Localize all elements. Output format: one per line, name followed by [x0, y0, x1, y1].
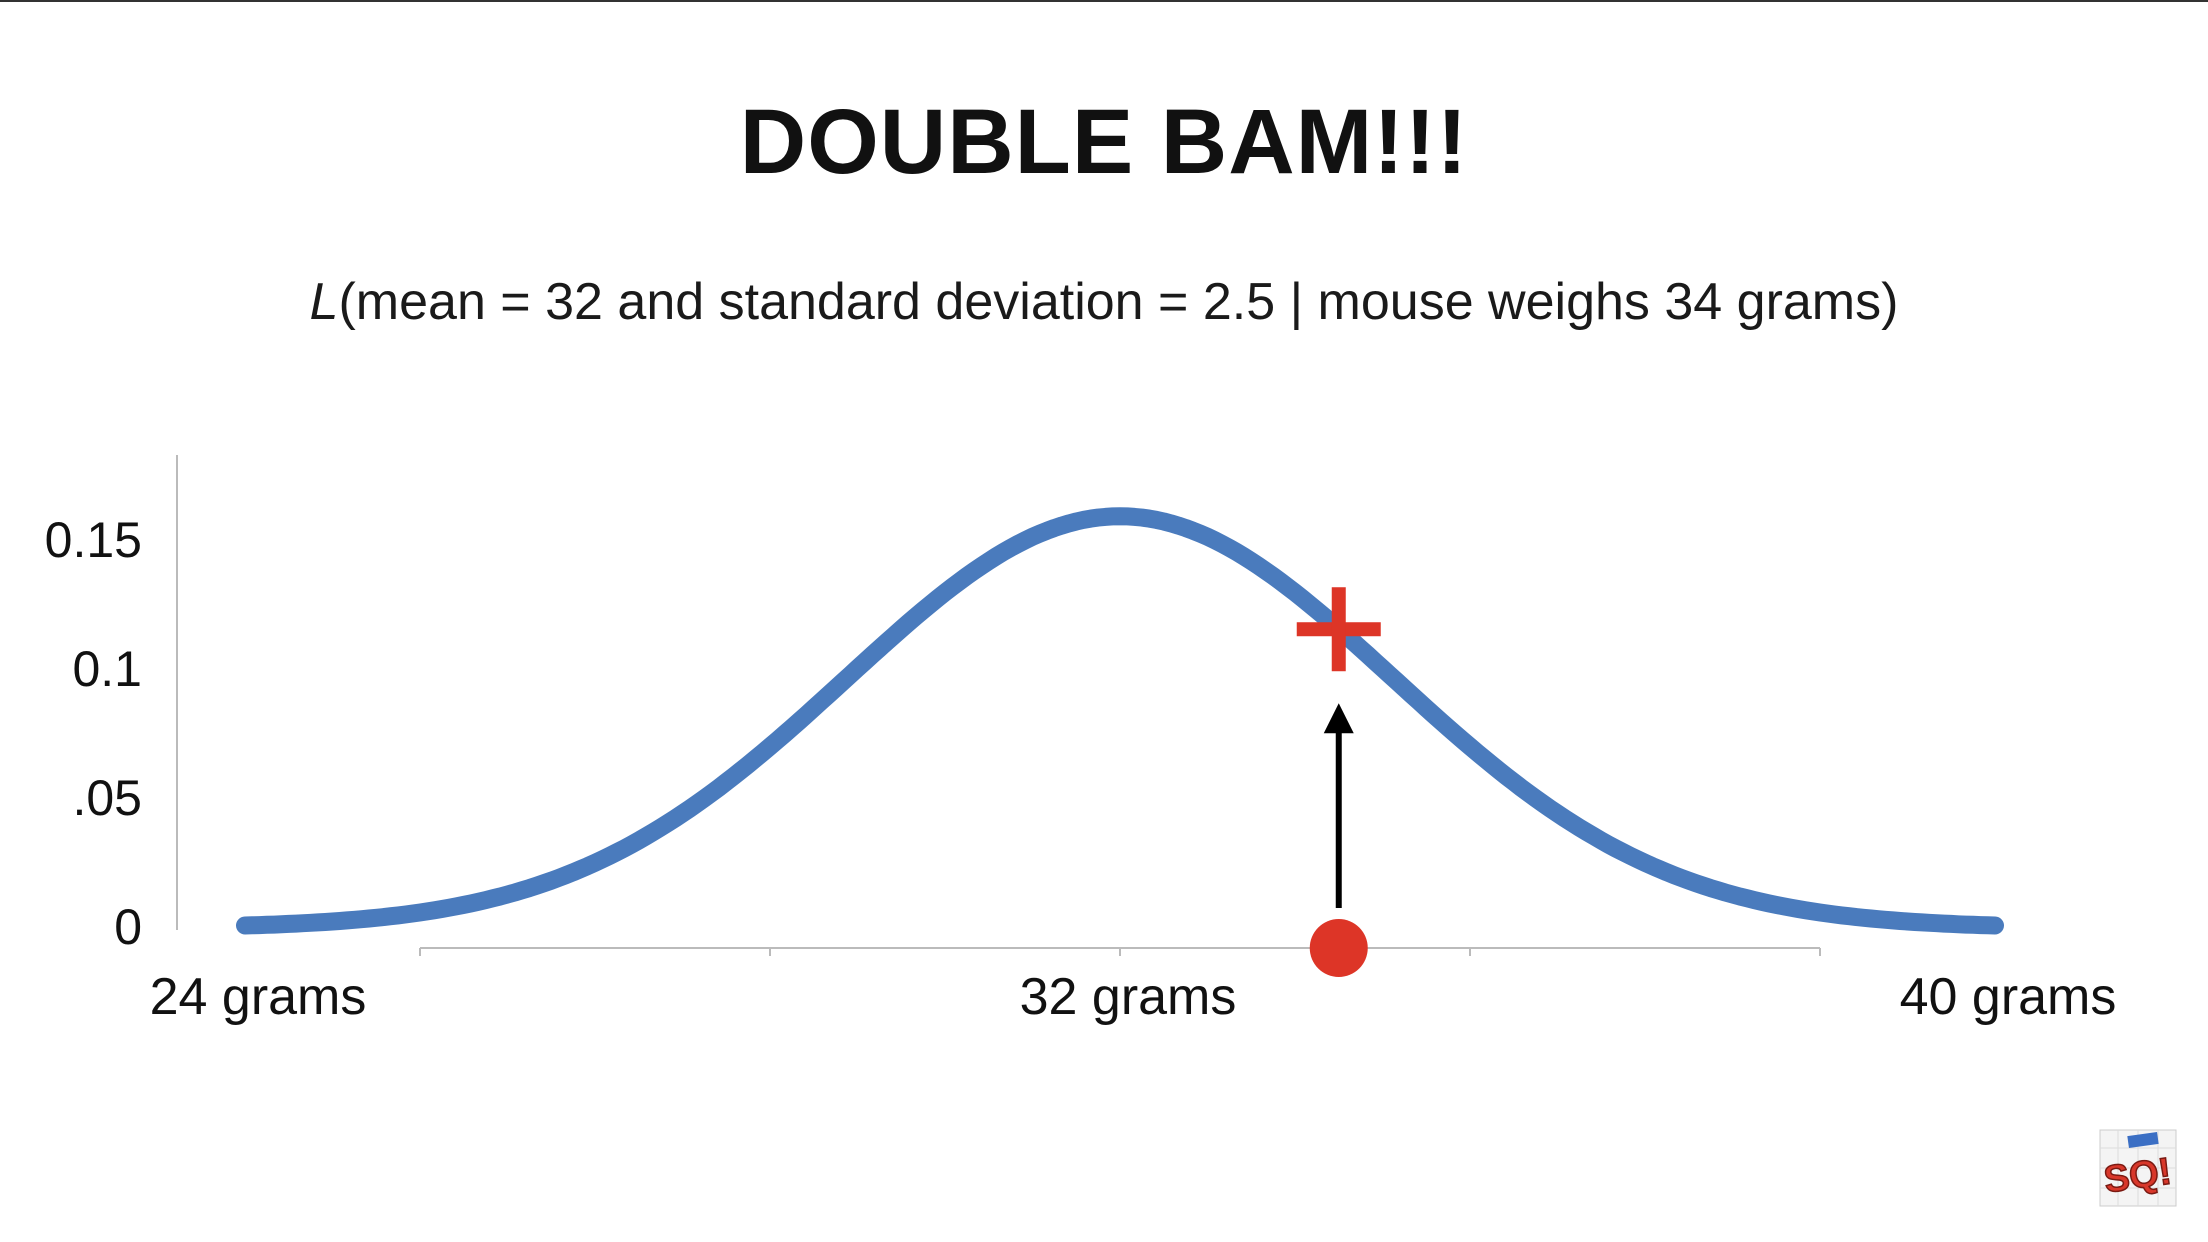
likelihood-expression: (mean = 32 and standard deviation = 2.5 … [338, 273, 1899, 331]
x-minor-ticks [419, 948, 1821, 956]
logo-text: SQ! [2101, 1151, 2174, 1202]
y-tick-label: 0 [114, 899, 142, 955]
likelihood-symbol: L [309, 273, 339, 331]
normal-curve [236, 507, 2004, 935]
top-border [0, 0, 2208, 2]
y-tick-label: 0.1 [72, 641, 142, 697]
plus-vertical-bar [1331, 587, 1346, 672]
x-tick-label: 40 grams [1900, 968, 2117, 1026]
x-tick-label: 32 grams [1020, 968, 1237, 1026]
statquest-logo-icon: SQ! [2099, 1129, 2177, 1207]
observation-dot [1309, 919, 1368, 977]
arrow-head [1323, 703, 1354, 734]
likelihood-formula: L(mean = 32 and standard deviation = 2.5… [0, 272, 2208, 332]
x-tick-labels: 24 grams 32 grams 40 grams [150, 968, 2117, 1026]
likelihood-arrow [1323, 703, 1354, 908]
y-tick-labels: 0 .05 0.1 0.15 [45, 512, 142, 955]
y-tick-label: 0.15 [45, 512, 142, 568]
y-tick-label: .05 [72, 770, 142, 826]
x-tick-label: 24 grams [150, 968, 367, 1026]
likelihood-plus-marker [1296, 587, 1381, 672]
slide-title: DOUBLE BAM!!! [739, 91, 1469, 193]
